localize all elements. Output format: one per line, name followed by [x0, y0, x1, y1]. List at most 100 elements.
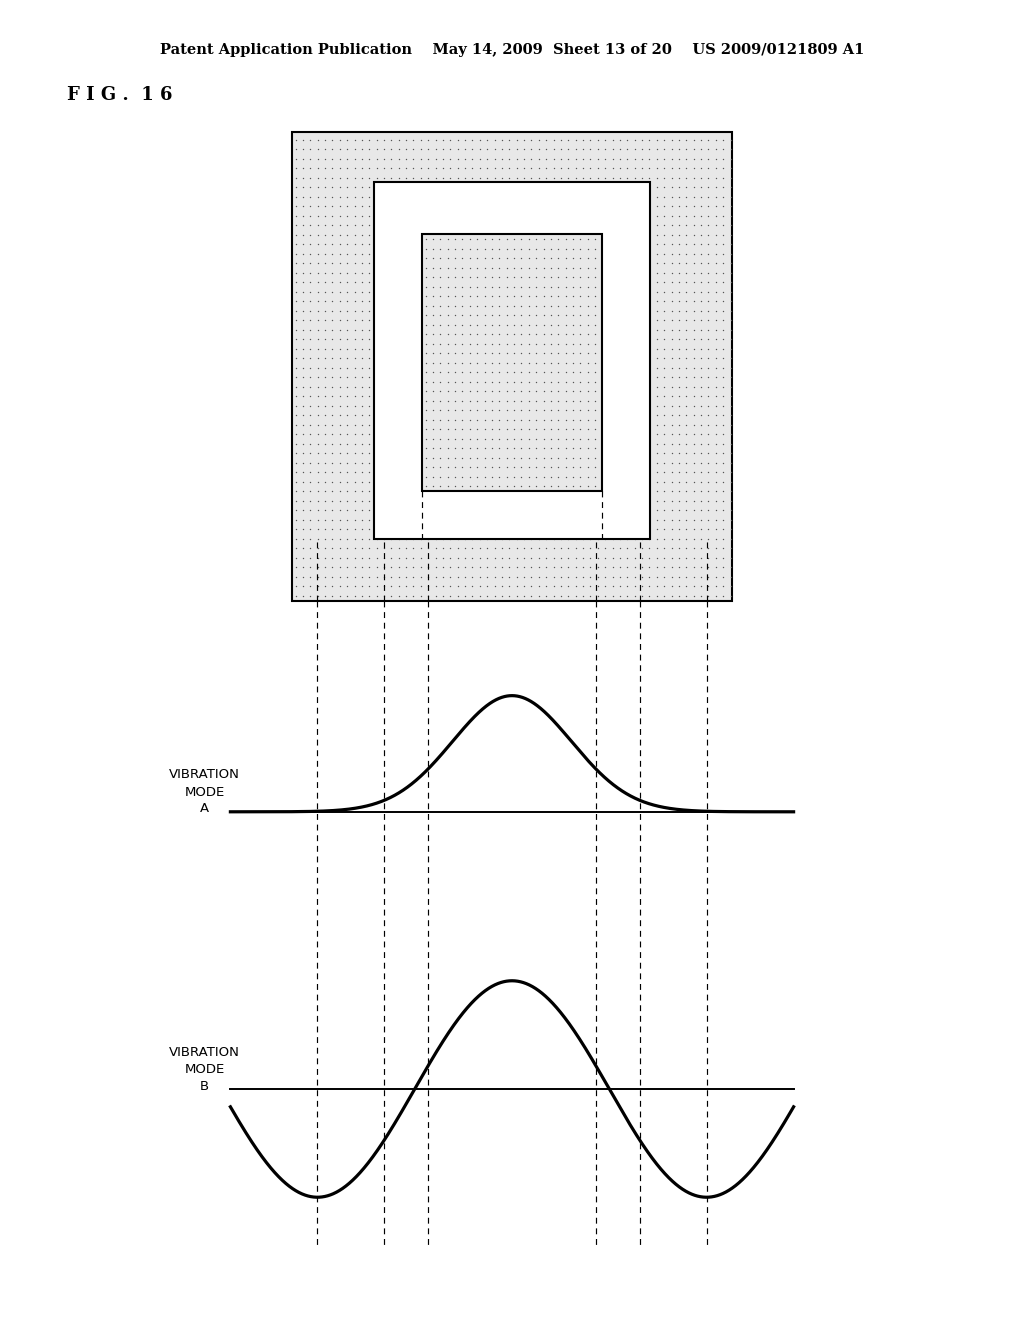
Point: [528, 362, 545, 383]
Point: [376, 557, 392, 578]
Point: [418, 380, 434, 401]
Point: [432, 276, 449, 297]
Point: [590, 139, 606, 160]
Point: [309, 500, 326, 521]
Point: [671, 376, 687, 397]
Point: [708, 519, 724, 540]
Point: [288, 243, 304, 264]
Point: [648, 129, 665, 150]
Point: [446, 285, 463, 306]
Point: [462, 333, 478, 354]
Point: [671, 177, 687, 198]
Point: [420, 566, 436, 587]
Point: [611, 557, 628, 578]
Point: [483, 362, 500, 383]
Point: [671, 519, 687, 540]
Point: [572, 296, 589, 317]
Point: [528, 305, 545, 326]
Point: [685, 263, 701, 284]
Point: [369, 585, 385, 606]
Point: [439, 296, 456, 317]
Point: [671, 576, 687, 597]
Point: [671, 358, 687, 379]
Point: [560, 139, 577, 160]
Point: [501, 139, 517, 160]
Point: [550, 418, 566, 440]
Point: [332, 329, 348, 350]
Point: [302, 224, 318, 246]
Point: [418, 314, 434, 335]
Point: [656, 310, 673, 331]
Point: [479, 585, 496, 606]
Point: [722, 395, 738, 416]
Point: [390, 537, 407, 558]
Point: [567, 168, 584, 189]
Point: [506, 343, 522, 364]
Point: [295, 442, 311, 463]
Point: [435, 548, 452, 569]
Point: [339, 168, 355, 189]
Point: [361, 195, 378, 216]
Point: [574, 576, 591, 597]
Point: [693, 442, 710, 463]
Point: [528, 238, 545, 259]
Point: [332, 129, 348, 150]
Point: [376, 548, 392, 569]
Point: [700, 519, 717, 540]
Point: [685, 405, 701, 426]
Point: [560, 537, 577, 558]
Point: [693, 290, 710, 312]
Point: [565, 457, 582, 478]
Point: [425, 371, 441, 392]
Point: [538, 566, 554, 587]
Point: [479, 157, 496, 178]
Point: [353, 205, 370, 226]
Point: [446, 267, 463, 288]
Point: [346, 215, 362, 236]
Point: [479, 139, 496, 160]
Point: [693, 205, 710, 226]
Point: [439, 352, 456, 374]
Point: [455, 466, 471, 487]
Point: [641, 129, 657, 150]
Point: [671, 310, 687, 331]
Point: [611, 548, 628, 569]
Point: [664, 471, 680, 492]
Point: [708, 329, 724, 350]
Point: [479, 576, 496, 597]
Point: [288, 537, 304, 558]
Point: [506, 323, 522, 345]
Point: [413, 148, 429, 169]
Point: [413, 548, 429, 569]
Point: [557, 466, 573, 487]
Point: [446, 333, 463, 354]
Point: [722, 405, 738, 426]
Point: [472, 537, 488, 558]
Point: [442, 157, 459, 178]
Point: [332, 168, 348, 189]
Point: [346, 310, 362, 331]
Point: [288, 263, 304, 284]
Point: [583, 585, 599, 606]
Point: [339, 129, 355, 150]
Point: [432, 257, 449, 279]
Point: [550, 248, 566, 269]
Point: [700, 310, 717, 331]
Point: [295, 347, 311, 368]
Point: [353, 281, 370, 302]
Point: [427, 576, 443, 597]
Point: [302, 319, 318, 341]
Point: [648, 376, 665, 397]
Point: [339, 281, 355, 302]
Point: [520, 276, 537, 297]
Point: [523, 168, 540, 189]
Point: [620, 557, 636, 578]
Point: [476, 380, 493, 401]
Point: [520, 305, 537, 326]
Point: [309, 281, 326, 302]
Point: [685, 177, 701, 198]
Point: [353, 453, 370, 474]
Point: [580, 276, 596, 297]
Point: [325, 519, 341, 540]
Point: [457, 576, 473, 597]
